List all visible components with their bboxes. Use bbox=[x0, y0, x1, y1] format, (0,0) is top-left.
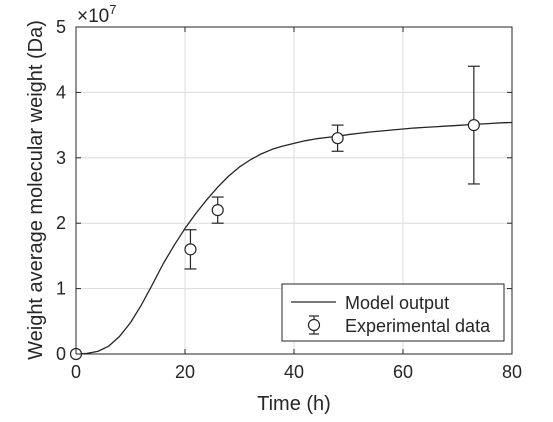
y-tick-label: 2 bbox=[56, 213, 66, 233]
y-tick-label: 4 bbox=[56, 82, 66, 102]
grid-layer bbox=[76, 27, 512, 354]
legend: Model output Experimental data bbox=[281, 283, 505, 342]
experimental-data-point bbox=[211, 196, 224, 224]
ticks-layer: 0 20 40 60 80 0 1 2 3 4 5 bbox=[56, 17, 522, 382]
x-tick-label: 0 bbox=[71, 362, 81, 382]
y-tick-label: 5 bbox=[56, 17, 66, 37]
legend-box bbox=[281, 283, 505, 342]
y-tick-label: 3 bbox=[56, 148, 66, 168]
y-axis-exponent: ×107 bbox=[77, 2, 116, 27]
legend-model-label: Model output bbox=[345, 293, 449, 313]
experimental-marker bbox=[211, 204, 224, 217]
legend-experimental-label: Experimental data bbox=[345, 316, 491, 336]
legend-errorbar-swatch bbox=[307, 315, 321, 335]
y-axis-exponent-base: ×10 bbox=[77, 6, 109, 27]
y-axis-exponent-power: 7 bbox=[109, 2, 116, 17]
y-tick-label: 0 bbox=[56, 344, 66, 364]
x-axis-label: Time (h) bbox=[257, 393, 331, 415]
experimental-marker bbox=[331, 132, 344, 145]
experimental-data-point bbox=[331, 124, 344, 152]
experimental-marker bbox=[184, 243, 197, 256]
x-tick-label: 40 bbox=[284, 362, 304, 382]
x-tick-label: 60 bbox=[393, 362, 413, 382]
experimental-data-point bbox=[184, 229, 197, 270]
x-tick-label: 80 bbox=[502, 362, 522, 382]
series-layer bbox=[69, 65, 513, 361]
x-tick-label: 20 bbox=[175, 362, 195, 382]
y-axis-label: Weight average molecular weight (Da) bbox=[25, 20, 47, 360]
experimental-marker bbox=[467, 118, 480, 132]
experimental-data-point bbox=[467, 65, 480, 185]
y-tick-label: 1 bbox=[56, 279, 66, 299]
model-output-line bbox=[75, 121, 513, 355]
